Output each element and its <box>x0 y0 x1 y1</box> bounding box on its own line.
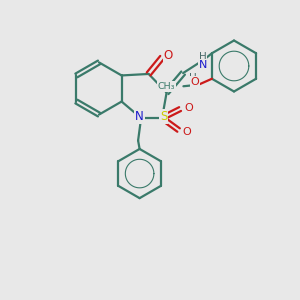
Text: H: H <box>189 74 196 83</box>
Text: O: O <box>190 77 199 87</box>
Text: H: H <box>199 52 206 61</box>
Text: O: O <box>183 127 191 136</box>
Text: CH₃: CH₃ <box>158 82 175 91</box>
Text: N: N <box>198 60 207 70</box>
Text: O: O <box>184 103 193 112</box>
Text: S: S <box>160 110 167 123</box>
Text: O: O <box>164 50 173 62</box>
Text: N: N <box>135 110 144 123</box>
